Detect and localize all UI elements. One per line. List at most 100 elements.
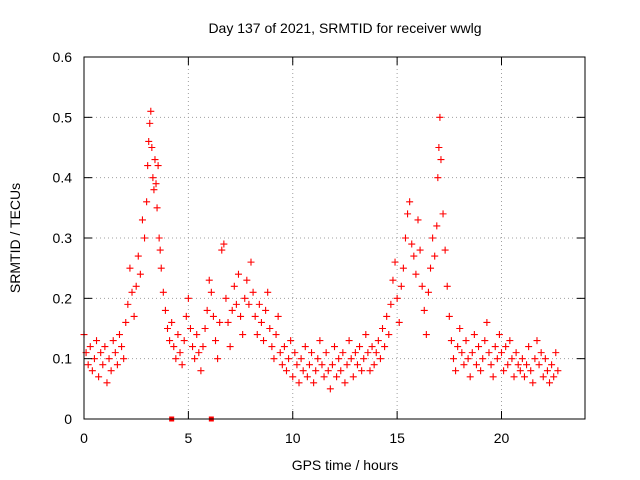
data-point <box>320 373 328 381</box>
data-point <box>234 270 242 278</box>
data-point <box>439 210 447 218</box>
data-point <box>151 156 159 164</box>
data-point <box>243 276 251 284</box>
data-point <box>454 343 462 351</box>
data-point <box>383 312 391 320</box>
y-tick-label: 0.6 <box>53 49 73 65</box>
data-point <box>449 355 457 363</box>
x-tick-label: 0 <box>80 430 88 446</box>
data-point <box>533 337 541 345</box>
data-point <box>195 349 203 357</box>
data-point <box>445 312 453 320</box>
data-point <box>498 349 505 357</box>
data-point <box>328 361 336 369</box>
y-axis-label: SRMTID / TECUs <box>7 183 23 293</box>
data-point <box>345 337 353 345</box>
data-point <box>93 337 101 345</box>
data-point <box>429 234 437 242</box>
data-point <box>397 282 405 290</box>
data-point <box>155 234 163 242</box>
data-point <box>276 349 284 357</box>
data-point <box>266 325 274 332</box>
data-point <box>452 367 460 375</box>
data-point <box>291 349 299 357</box>
data-point <box>520 373 528 381</box>
data-point <box>295 379 303 387</box>
data-point <box>145 137 153 145</box>
data-point <box>222 294 230 302</box>
data-point <box>475 343 483 351</box>
data-point <box>537 349 545 357</box>
data-point <box>280 343 288 351</box>
data-point <box>226 343 234 351</box>
y-tick-label: 0.3 <box>53 230 73 246</box>
data-point <box>436 113 444 121</box>
data-point <box>118 343 126 351</box>
data-point <box>550 373 558 381</box>
data-point <box>249 288 257 296</box>
data-point <box>257 318 265 326</box>
data-point <box>274 312 282 320</box>
data-point <box>410 252 418 260</box>
data-point <box>341 379 349 387</box>
data-point <box>197 367 205 375</box>
data-point <box>464 355 472 363</box>
data-point <box>512 349 520 357</box>
data-point <box>372 349 380 357</box>
data-point <box>230 282 238 290</box>
data-point <box>86 343 94 351</box>
data-point <box>412 270 420 278</box>
data-point <box>435 144 443 151</box>
data-point <box>414 216 422 224</box>
y-tick-label: 0.2 <box>53 290 73 306</box>
data-point <box>146 119 154 127</box>
data-point <box>107 367 115 375</box>
data-point <box>297 355 305 363</box>
data-point <box>299 367 307 375</box>
data-point <box>333 373 341 381</box>
data-point <box>391 258 399 266</box>
data-point <box>539 373 547 381</box>
data-point <box>303 373 311 381</box>
data-point <box>525 343 533 351</box>
data-point <box>437 156 445 164</box>
data-point <box>462 337 470 345</box>
data-point <box>470 331 478 339</box>
data-point <box>418 282 426 290</box>
data-point <box>212 337 220 345</box>
data-point <box>516 367 524 375</box>
data-point <box>264 288 272 296</box>
data-point <box>232 300 240 308</box>
x-tick-label: 10 <box>285 430 301 446</box>
x-tick-label: 5 <box>184 430 192 446</box>
data-point <box>199 343 207 351</box>
data-point <box>447 337 455 345</box>
data-point <box>374 337 382 345</box>
data-point <box>314 355 322 363</box>
data-point <box>379 325 387 332</box>
data-point <box>247 258 255 266</box>
data-point <box>245 300 253 308</box>
data-point <box>479 355 487 363</box>
data-point <box>301 343 309 351</box>
data-point <box>152 180 160 188</box>
data-point <box>548 361 556 369</box>
data-point <box>337 367 345 375</box>
data-point <box>510 373 518 381</box>
data-point <box>368 343 376 351</box>
data-point <box>154 162 162 170</box>
data-point <box>186 325 194 332</box>
data-point <box>552 349 560 357</box>
data-point <box>389 276 397 284</box>
data-point <box>546 379 554 387</box>
data-point <box>362 331 370 339</box>
data-point <box>285 355 293 363</box>
data-point <box>360 355 368 363</box>
data-point <box>351 349 359 357</box>
data-point <box>203 306 211 314</box>
data-point <box>543 367 551 375</box>
data-point <box>293 361 301 369</box>
y-tick-label: 0 <box>64 411 72 427</box>
data-point <box>239 331 247 339</box>
